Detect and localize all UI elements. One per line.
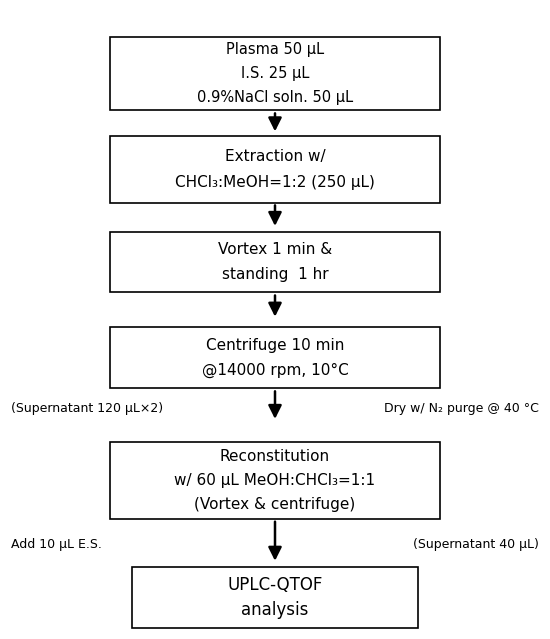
Text: analysis: analysis bbox=[241, 601, 309, 619]
Text: Dry w/ N₂ purge @ 40 °C: Dry w/ N₂ purge @ 40 °C bbox=[384, 403, 539, 415]
Text: (Supernatant 40 μL): (Supernatant 40 μL) bbox=[413, 538, 539, 551]
Text: w/ 60 μL MeOH:CHCl₃=1:1: w/ 60 μL MeOH:CHCl₃=1:1 bbox=[174, 473, 376, 488]
Text: @14000 rpm, 10°C: @14000 rpm, 10°C bbox=[202, 362, 348, 378]
Text: Add 10 μL E.S.: Add 10 μL E.S. bbox=[11, 538, 102, 551]
Text: I.S. 25 μL: I.S. 25 μL bbox=[241, 66, 309, 81]
Text: (Supernatant 120 μL×2): (Supernatant 120 μL×2) bbox=[11, 403, 163, 415]
Text: Centrifuge 10 min: Centrifuge 10 min bbox=[206, 338, 344, 353]
FancyBboxPatch shape bbox=[132, 567, 418, 627]
Text: 0.9%NaCl soln. 50 μL: 0.9%NaCl soln. 50 μL bbox=[197, 89, 353, 105]
Text: (Vortex & centrifuge): (Vortex & centrifuge) bbox=[194, 497, 356, 512]
FancyBboxPatch shape bbox=[110, 36, 440, 110]
FancyBboxPatch shape bbox=[110, 442, 440, 519]
Text: Extraction w/: Extraction w/ bbox=[225, 149, 325, 164]
Text: Plasma 50 μL: Plasma 50 μL bbox=[226, 42, 324, 58]
Text: Vortex 1 min &: Vortex 1 min & bbox=[218, 242, 332, 258]
FancyBboxPatch shape bbox=[110, 327, 440, 388]
FancyBboxPatch shape bbox=[110, 232, 440, 293]
FancyBboxPatch shape bbox=[110, 136, 440, 203]
Text: CHCl₃:MeOH=1:2 (250 μL): CHCl₃:MeOH=1:2 (250 μL) bbox=[175, 174, 375, 190]
Text: standing  1 hr: standing 1 hr bbox=[222, 266, 328, 282]
Text: Reconstitution: Reconstitution bbox=[220, 449, 330, 464]
Text: UPLC-QTOF: UPLC-QTOF bbox=[227, 576, 323, 594]
